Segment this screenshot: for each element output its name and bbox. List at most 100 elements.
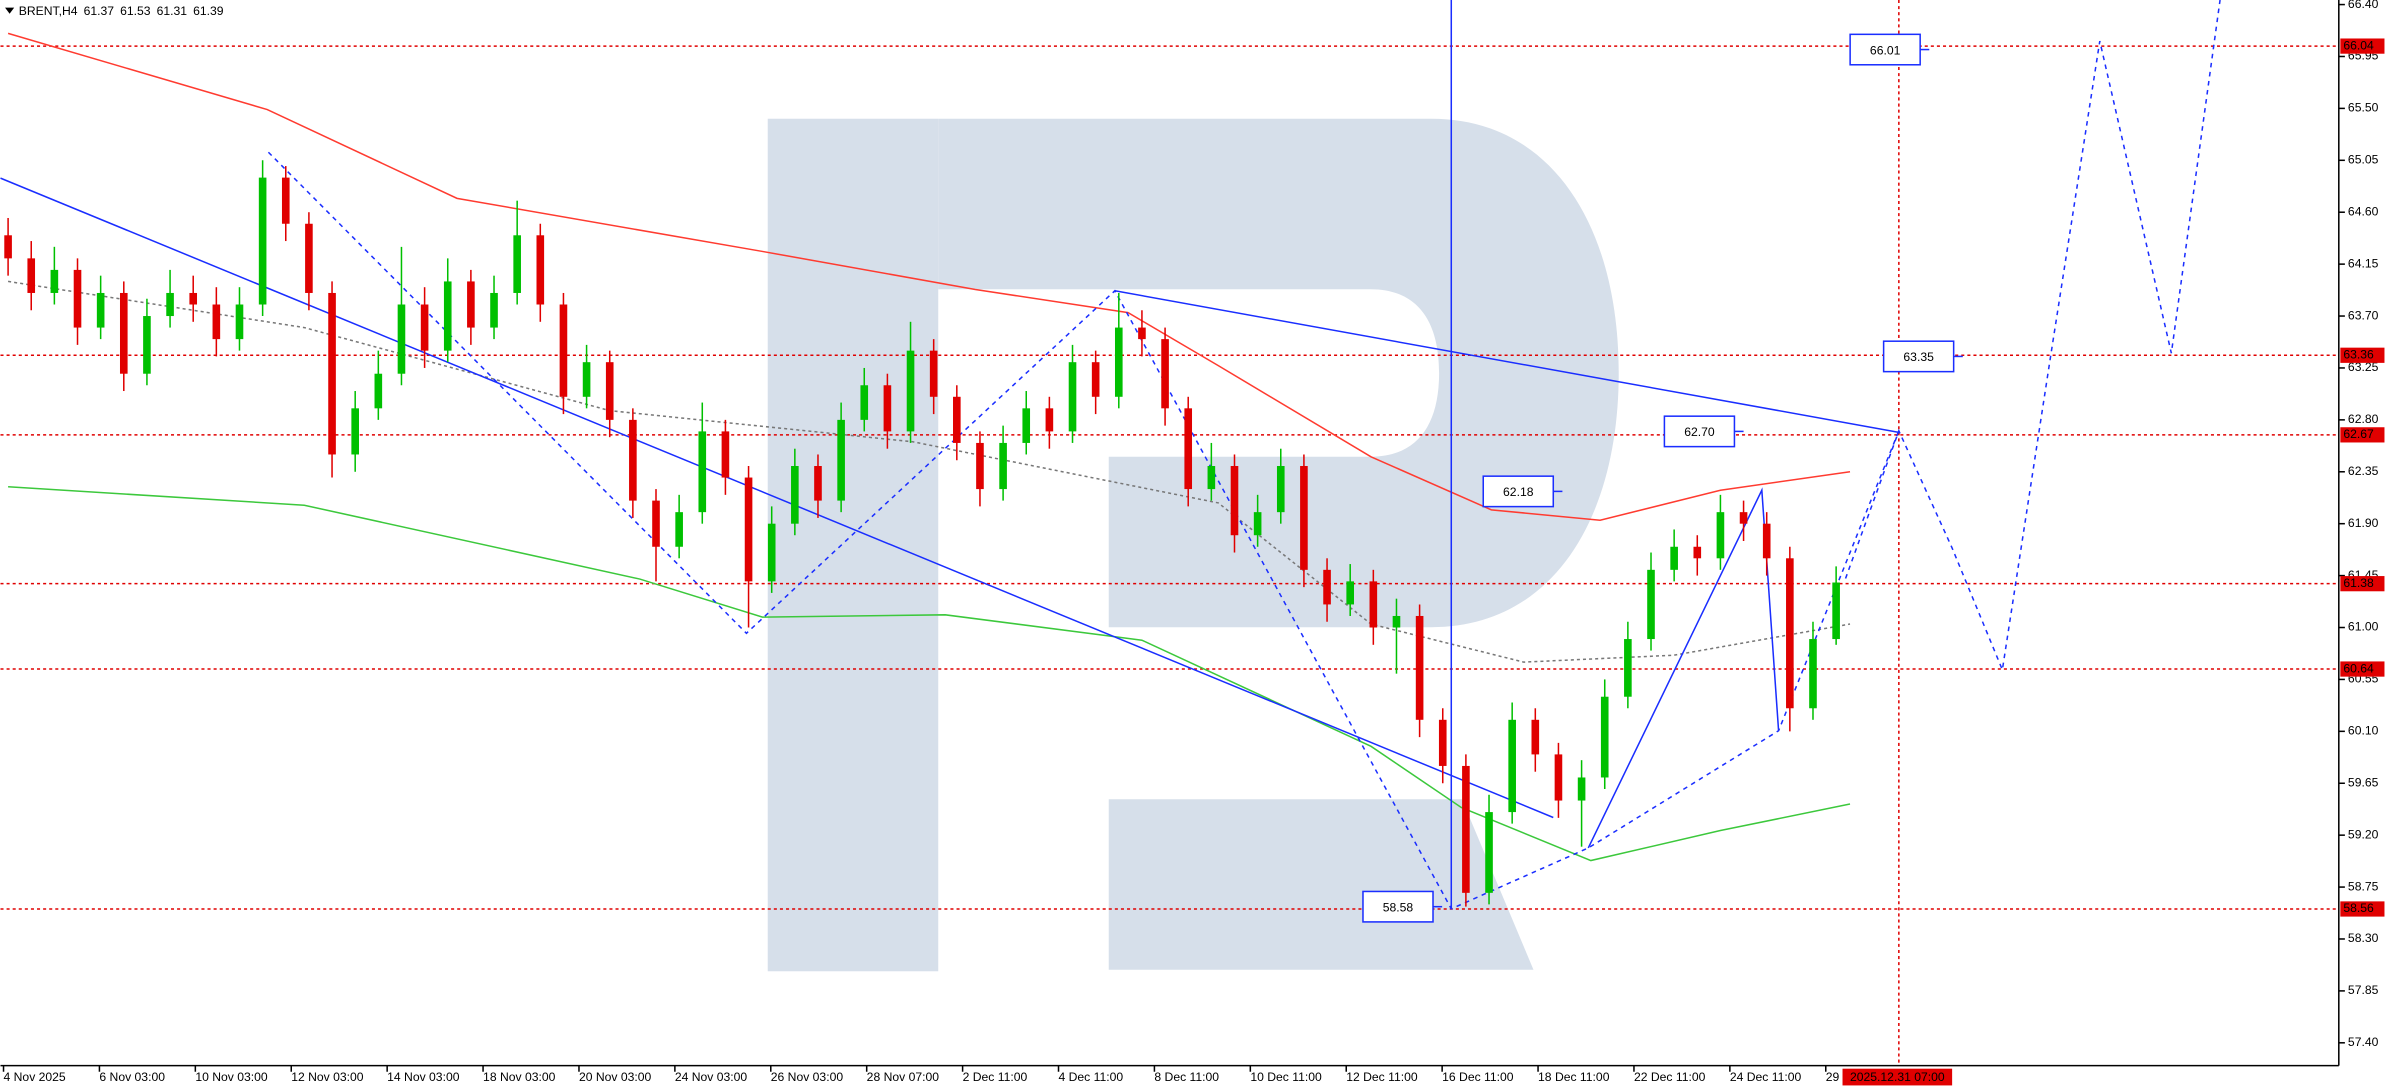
candle-body: [1114, 327, 1123, 397]
candle-body: [467, 281, 475, 328]
candle-body: [189, 292, 198, 305]
annotation-box: [1849, 33, 1921, 66]
watermark-bowl: [938, 118, 1619, 628]
x-tick-label: 4 Dec 11:00: [1059, 1070, 1124, 1084]
candle-body: [582, 362, 591, 397]
header: BRENT,H4 61.37 61.53 61.31 61.39: [19, 4, 224, 18]
ohlc-value: 61.53: [120, 4, 151, 18]
x-tick-label: 24 Dec 11:00: [1730, 1070, 1802, 1084]
candle-body: [1138, 327, 1146, 340]
candle-body: [1438, 719, 1447, 766]
candle-body: [1323, 569, 1331, 605]
level-label: 62.67: [2343, 427, 2374, 441]
level-tag: [2340, 576, 2385, 592]
candle-body: [258, 177, 267, 305]
candle-body: [305, 223, 313, 293]
y-tick-label: 58.30: [2348, 931, 2379, 945]
annotation-box: [1482, 475, 1555, 508]
x-tick-label: 12 Nov 03:00: [291, 1070, 364, 1084]
candle-body: [1809, 639, 1817, 709]
x-tick-label: 14 Nov 03:00: [387, 1070, 460, 1084]
candle-body: [721, 431, 730, 478]
candle-body: [1300, 466, 1308, 570]
y-tick-label: 59.65: [2348, 775, 2379, 789]
level-tag: [2340, 901, 2385, 917]
candle-body: [929, 350, 938, 397]
candle-body: [744, 477, 753, 582]
candle-body: [536, 235, 545, 305]
y-tick-label: 57.40: [2348, 1035, 2379, 1049]
x-tick-label: 6 Nov 03:00: [99, 1070, 165, 1084]
candle-body: [1276, 466, 1285, 513]
annotation-label: 62.70: [1684, 425, 1715, 439]
x-tick-label: 2 Dec 11:00: [963, 1070, 1028, 1084]
annotation-label: 62.18: [1503, 485, 1534, 499]
annotation-label: 66.01: [1870, 43, 1901, 57]
y-tick-label: 60.10: [2348, 724, 2379, 738]
candle-body: [1184, 408, 1193, 490]
x-tick-label: 24 Nov 03:00: [675, 1070, 748, 1084]
x-tick-label: 4 Nov 2025: [4, 1070, 66, 1084]
candle-body: [1670, 546, 1678, 570]
candle-body: [860, 385, 869, 420]
candle-body: [999, 442, 1007, 490]
candle-body: [351, 408, 359, 455]
candle-body: [1577, 777, 1586, 801]
candle-body: [281, 177, 290, 224]
x-tick-label: 26 Nov 03:00: [771, 1070, 844, 1084]
candle-body: [1161, 339, 1169, 409]
candle-body: [791, 466, 799, 524]
watermark-stem: [767, 118, 939, 972]
candle-body: [1832, 582, 1840, 640]
candle-body: [629, 419, 637, 501]
y-tick-label: 61.00: [2348, 620, 2379, 634]
y-tick-label: 65.50: [2348, 101, 2379, 115]
candle-body: [1392, 615, 1401, 628]
x-tick-label: 20 Nov 03:00: [579, 1070, 652, 1084]
candle-body: [1253, 512, 1262, 536]
candle-body: [1647, 569, 1655, 640]
candle-body: [212, 304, 221, 340]
y-tick-label: 64.60: [2348, 204, 2379, 218]
x-tick-label: 22 Dec 11:00: [1634, 1070, 1706, 1084]
y-tick-label: 66.40: [2348, 0, 2379, 11]
annotation-box: [1663, 415, 1736, 448]
x-tick-label: 29: [1826, 1070, 1840, 1084]
candle-body: [73, 269, 82, 328]
x-tick-label: 16 Dec 11:00: [1442, 1070, 1514, 1084]
wave-path: [267, 151, 1900, 910]
candle-body: [1762, 523, 1771, 559]
candle-body: [1485, 812, 1493, 893]
indicator-line: [7, 32, 1851, 521]
candle-body: [1369, 581, 1378, 628]
annotation-box: [1362, 890, 1434, 923]
candle-body: [1508, 719, 1516, 813]
y-tick-label: 61.90: [2348, 516, 2379, 530]
x-tick-label: 18 Nov 03:00: [483, 1070, 556, 1084]
candle-body: [1346, 581, 1354, 605]
level-tag: [2340, 661, 2385, 677]
candle-body: [443, 281, 452, 351]
candle-body: [50, 269, 59, 293]
level-label: 61.38: [2343, 576, 2374, 590]
x-tick-label: 18 Dec 11:00: [1538, 1070, 1610, 1084]
x-tick-label: 28 Nov 07:00: [867, 1070, 940, 1084]
trend-line: [1114, 290, 1899, 434]
candle-body: [1716, 512, 1725, 559]
y-tick-label: 57.85: [2348, 983, 2379, 997]
y-tick-label: 64.15: [2348, 256, 2379, 270]
candle-body: [166, 292, 174, 317]
level-label: 60.64: [2343, 661, 2374, 675]
candle-body: [1230, 466, 1239, 536]
menu-arrow[interactable]: [5, 7, 15, 14]
candle-body: [767, 523, 776, 582]
watermark-leg: [1108, 799, 1534, 970]
x-tick-label: 10 Nov 03:00: [195, 1070, 268, 1084]
candle-body: [698, 431, 707, 513]
candle-body: [513, 235, 521, 293]
candle-body: [1207, 466, 1216, 490]
candle-body: [490, 292, 498, 328]
y-tick-label: 63.70: [2348, 308, 2379, 322]
ohlc-value: 61.37: [84, 4, 115, 18]
